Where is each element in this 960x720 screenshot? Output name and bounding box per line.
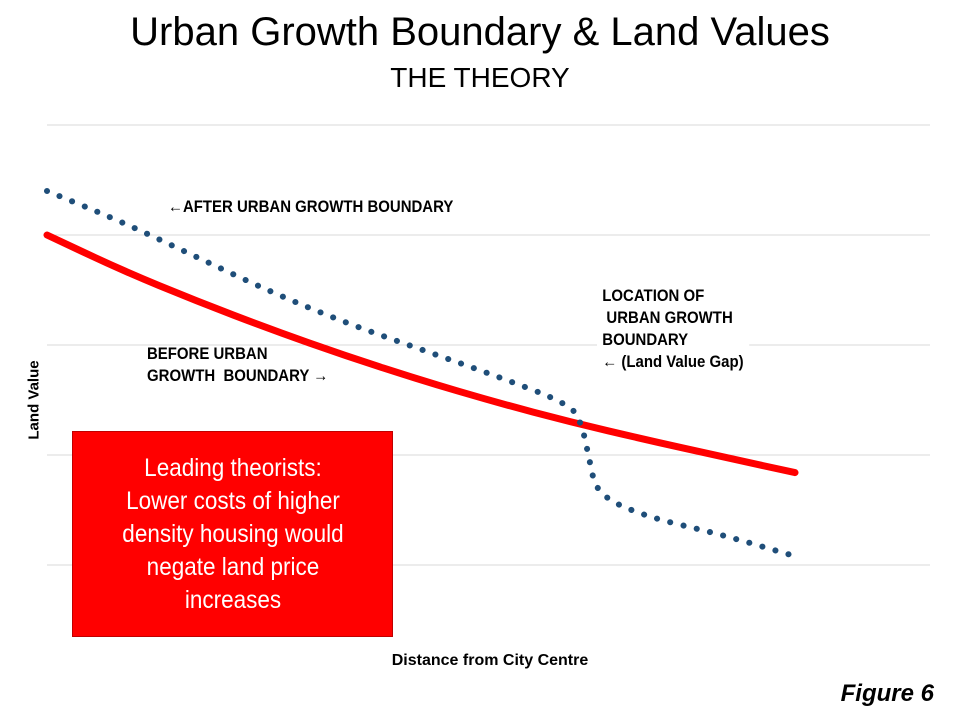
- series-line-after-ugb: [44, 188, 798, 560]
- x-axis-label: Distance from City Centre: [391, 652, 589, 669]
- theorists-callout-box: Leading theorists: Lower costs of higher…: [72, 431, 393, 637]
- annotation-before-ugb: BEFORE URBAN GROWTH BOUNDARY →: [147, 344, 329, 385]
- figure-label: Figure 6: [840, 680, 934, 707]
- chart-subtitle: THE THEORY: [390, 62, 570, 93]
- series-line-before-ugb: [43, 231, 799, 477]
- chart-title: Urban Growth Boundary & Land Values: [130, 10, 830, 54]
- annotation-ugb-location: LOCATION OF URBAN GROWTH BOUNDARY ← (Lan…: [597, 281, 749, 377]
- callout-text: Leading theorists: Lower costs of higher…: [121, 453, 344, 614]
- annotation-after-ugb: ←AFTER URBAN GROWTH BOUNDARY: [168, 197, 454, 216]
- y-axis-label: Land Value: [25, 360, 43, 440]
